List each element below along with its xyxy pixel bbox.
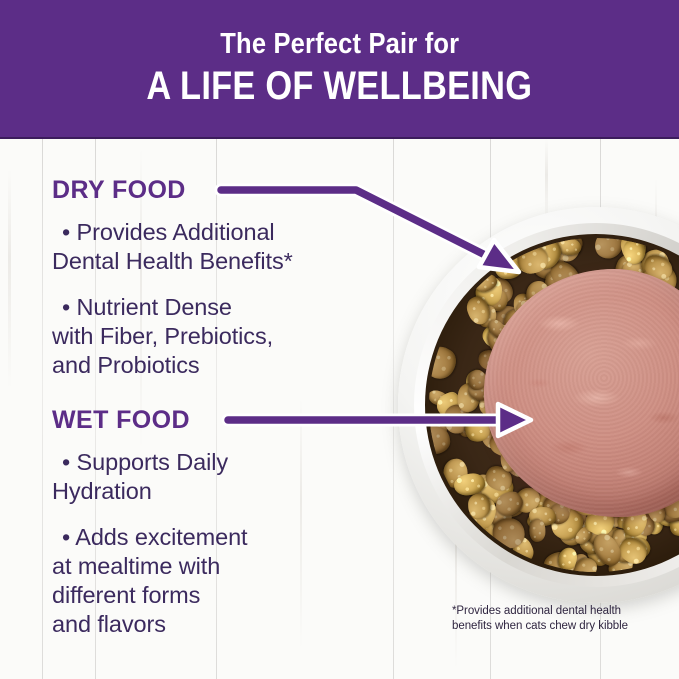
footnote-line: benefits when cats chew dry kibble [452,619,629,632]
section-wet-food: WET FOOD • Supports Daily Hydration • Ad… [52,406,248,639]
wet-food-bullet-1: • Supports Daily Hydration [52,448,248,506]
bullet-line: different forms [52,582,201,608]
plank-seam [95,139,96,679]
wood-grain [545,139,548,229]
bullet-line: with Fiber, Prebiotics, [52,323,274,349]
wet-food-bullet-2: • Adds excitement at mealtime with diffe… [52,523,248,639]
section-title-wet-food: WET FOOD [52,406,190,434]
dry-food-bullet-2: • Nutrient Dense with Fiber, Prebiotics,… [52,293,293,380]
wood-grain [140,149,142,449]
header-banner: The Perfect Pair for A LIFE OF WELLBEING [0,0,679,139]
kibble-piece [528,518,545,542]
wood-grain [300,399,302,649]
food-bowl-image [398,207,679,603]
header-title: A LIFE OF WELLBEING [146,63,533,108]
kibble-piece [492,517,525,549]
plank-seam [42,139,43,679]
section-dry-food: DRY FOOD • Provides Additional Dental He… [52,176,293,380]
plank-seam [393,139,394,679]
wood-grain [8,169,11,389]
plank-seam [216,139,217,679]
bullet-line: • Nutrient Dense [62,294,232,320]
section-title-dry-food: DRY FOOD [52,176,186,204]
bullet-line: Hydration [52,478,152,504]
header-subtitle: The Perfect Pair for [220,28,459,61]
bullet-line: at mealtime with [52,553,221,579]
dry-food-bullet-1: • Provides Additional Dental Health Bene… [52,218,293,276]
bullet-line: and Probiotics [52,352,200,378]
bullet-line: • Provides Additional [62,219,275,245]
bullet-line: • Supports Daily [62,449,228,475]
bullet-line: • Adds excitement [62,524,248,550]
footnote-line: *Provides additional dental health [452,605,622,617]
kibble-piece [429,341,462,384]
wood-grain [455,469,457,669]
bullet-line: and flavors [52,611,166,637]
wet-food-mound [484,269,679,517]
footnote: *Provides additional dental health benef… [452,604,677,633]
bullet-line: Dental Health Benefits* [52,248,293,274]
